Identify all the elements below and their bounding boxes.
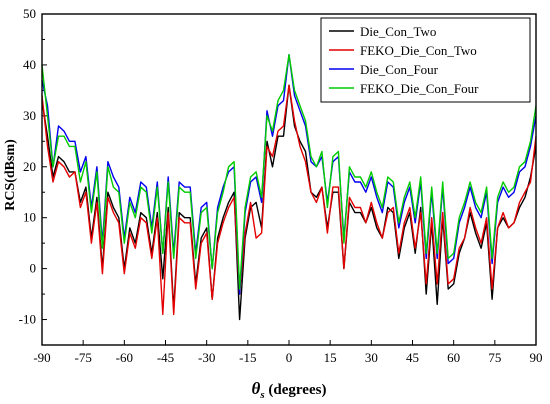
y-axis-label: RCS(dBsm)	[3, 139, 18, 211]
x-tick-label: 15	[324, 350, 337, 365]
x-tick-label: -60	[116, 350, 133, 365]
y-tick-label: 10	[23, 210, 36, 225]
series-line-feko-die-con-two	[41, 84, 537, 316]
x-tick-label: 90	[530, 350, 543, 365]
plot-frame	[41, 13, 537, 346]
legend-label: Die_Con_Two	[360, 24, 436, 39]
x-axis-label-text: (degrees)	[265, 382, 327, 398]
x-tick-label: 75	[488, 350, 501, 365]
x-tick-label: 0	[286, 350, 293, 365]
y-tick-label: 40	[23, 57, 36, 72]
x-tick-label: -30	[198, 350, 215, 365]
y-tick-label: 20	[23, 159, 36, 174]
x-tick-label: 60	[447, 350, 460, 365]
x-tick-label: 45	[406, 350, 419, 365]
x-axis-label-subscript: s	[259, 389, 264, 401]
x-axis-label-symbol: θ	[252, 379, 261, 398]
x-tick-label: -45	[157, 350, 174, 365]
y-tick-label: 0	[30, 261, 37, 276]
y-tick-label: 50	[23, 6, 36, 21]
series-line-feko-die-con-four	[41, 54, 537, 290]
tick-labels: -90 -75 -60 -45 -30 -15 0 15 30 45 60 75 90 -10 0 10 20 3…	[19, 6, 543, 365]
series-line-die-con-two	[41, 84, 537, 321]
x-tick-label: -15	[239, 350, 256, 365]
legend-box	[320, 17, 531, 103]
x-tick-label: 30	[365, 350, 378, 365]
x-tick-label: -75	[74, 350, 91, 365]
legend-label: FEKO_Die_Con_Two	[360, 43, 477, 58]
series-lines	[41, 54, 537, 321]
legend-label: Die_Con_Four	[360, 62, 439, 77]
legend: Die_Con_Two FEKO_Die_Con_Two Die_Con_Four F…	[320, 17, 531, 103]
x-tick-label: -90	[33, 350, 50, 365]
y-tick-label: -10	[19, 312, 36, 327]
legend-label: FEKO_Die_Con_Four	[360, 81, 479, 96]
x-axis-label: θs (degrees)	[252, 379, 327, 401]
y-tick-label: 30	[23, 108, 36, 123]
